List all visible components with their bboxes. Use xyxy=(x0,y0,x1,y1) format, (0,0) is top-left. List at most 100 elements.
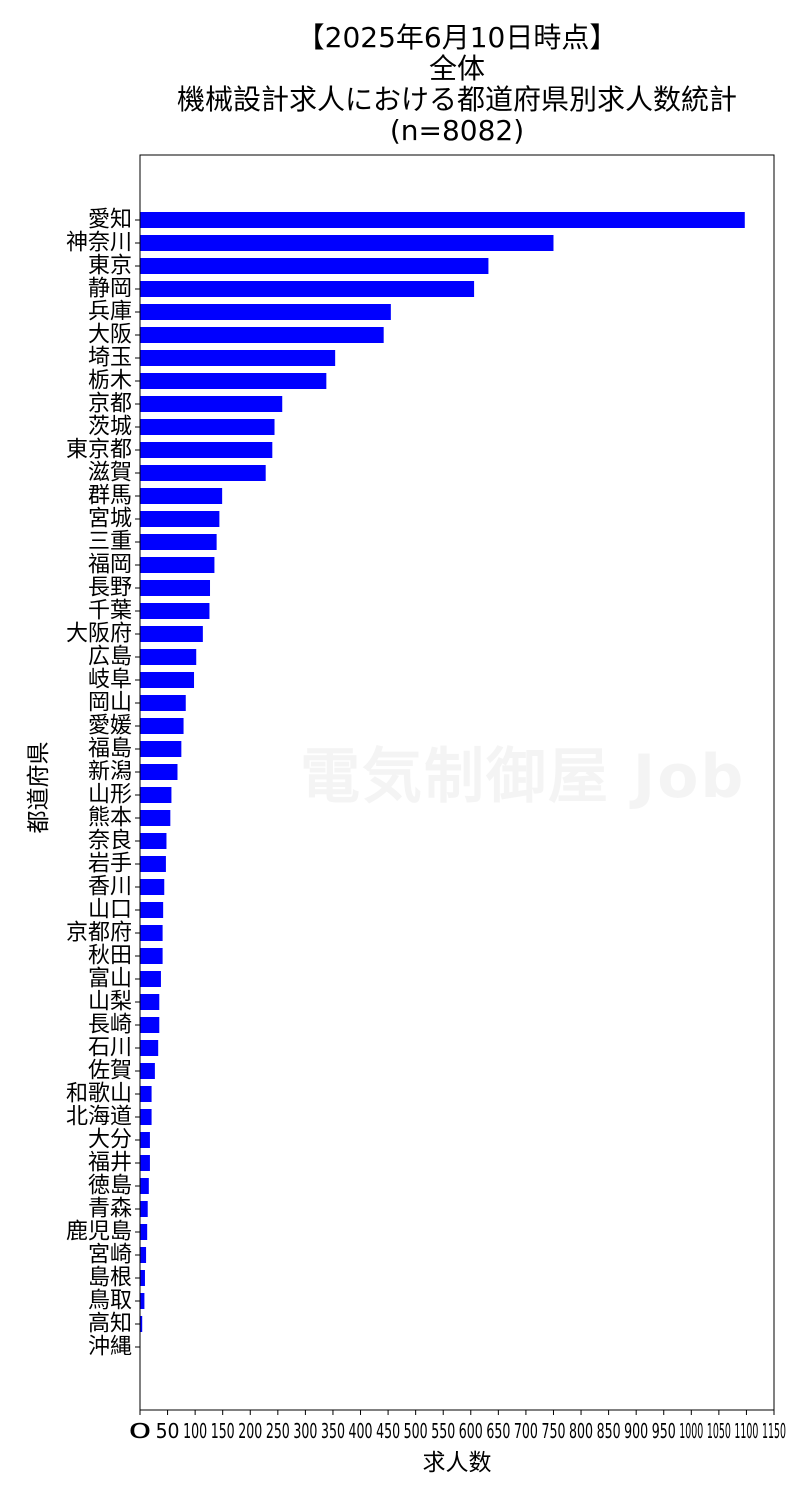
x-tick-label: 50 xyxy=(156,1419,180,1443)
plot-frame xyxy=(139,154,775,1411)
y-tick-label: 埼玉 xyxy=(88,346,132,371)
y-tick-label: 福岡 xyxy=(88,553,132,578)
bar-神奈川 xyxy=(140,235,554,251)
title-line-3: 機械設計求人における都道府県別求人数統計 xyxy=(176,83,737,116)
x-tick-label: 400 xyxy=(349,1419,373,1443)
bar-岐阜 xyxy=(140,672,195,688)
bar-大阪府 xyxy=(140,626,203,642)
x-tick-label: 1150 xyxy=(762,1419,786,1443)
y-tick-label: 鹿児島 xyxy=(66,1220,132,1245)
bar-滋賀 xyxy=(140,465,266,481)
x-tick-label: 850 xyxy=(597,1419,621,1443)
y-tick-label: 山口 xyxy=(88,898,132,923)
y-tick-label: 栃木 xyxy=(88,369,132,394)
bar-愛知 xyxy=(140,212,745,228)
bar-大阪 xyxy=(140,327,384,343)
bar-埼玉 xyxy=(140,350,336,366)
y-tick-label: 長野 xyxy=(88,576,132,601)
bar-東京 xyxy=(140,258,489,274)
bar-香川 xyxy=(140,879,165,895)
bar-石川 xyxy=(140,1040,159,1056)
x-tick-label: 550 xyxy=(431,1419,455,1443)
y-tick-label: 岡山 xyxy=(88,691,132,716)
y-tick-label: 福島 xyxy=(88,737,132,762)
y-tick-label: 広島 xyxy=(88,645,132,670)
y-tick-label: 高知 xyxy=(88,1312,132,1337)
y-tick-label: 秋田 xyxy=(88,944,132,969)
y-ticks-group: 愛知神奈川東京静岡兵庫大阪埼玉栃木京都茨城東京都滋賀群馬宮城三重福岡長野千葉大阪… xyxy=(66,208,140,1360)
x-tick-label: 700 xyxy=(514,1419,538,1443)
bar-秋田 xyxy=(140,948,163,964)
bar-愛媛 xyxy=(140,718,184,734)
bar-青森 xyxy=(140,1201,148,1217)
y-tick-label: 群馬 xyxy=(88,484,132,509)
bar-熊本 xyxy=(140,810,171,826)
bar-鹿児島 xyxy=(140,1224,148,1240)
x-tick-label: 900 xyxy=(624,1419,648,1443)
y-axis-label: 都道府県 xyxy=(26,742,52,834)
y-tick-label: 大阪府 xyxy=(66,622,132,647)
y-tick-label: 新潟 xyxy=(88,760,132,785)
y-tick-label: 福井 xyxy=(88,1151,132,1176)
bars-group xyxy=(140,212,745,1332)
bar-東京都 xyxy=(140,442,273,458)
bar-鳥取 xyxy=(140,1293,145,1309)
y-tick-label: 宮城 xyxy=(88,507,132,532)
bar-福井 xyxy=(140,1155,150,1171)
bar-長崎 xyxy=(140,1017,160,1033)
chart-title: 【2025年6月10日時点】 全体 機械設計求人における都道府県別求人数統計 (… xyxy=(140,22,774,146)
y-tick-label: 北海道 xyxy=(66,1105,132,1130)
bar-北海道 xyxy=(140,1109,152,1125)
x-ticks-group: 0 50 100 150 200 250 300 350 400 450 500 550 600 650 7… xyxy=(128,1410,786,1443)
bar-京都府 xyxy=(140,925,163,941)
y-tick-label: 東京 xyxy=(88,254,132,279)
x-tick-label: 600 xyxy=(459,1419,483,1443)
x-tick-label: 1100 xyxy=(734,1419,758,1443)
bar-静岡 xyxy=(140,281,475,297)
bar-富山 xyxy=(140,971,161,987)
y-tick-label: 沖縄 xyxy=(88,1335,132,1360)
x-tick-label: 250 xyxy=(266,1419,290,1443)
y-tick-label: 島根 xyxy=(88,1266,132,1291)
y-tick-label: 佐賀 xyxy=(88,1059,132,1084)
bar-広島 xyxy=(140,649,197,665)
y-tick-label: 宮崎 xyxy=(88,1243,132,1268)
bar-群馬 xyxy=(140,488,223,504)
bar-山口 xyxy=(140,902,164,918)
x-tick-label: 500 xyxy=(404,1419,428,1443)
bar-佐賀 xyxy=(140,1063,155,1079)
x-tick-label: 450 xyxy=(376,1419,400,1443)
bar-福島 xyxy=(140,741,182,757)
bar-島根 xyxy=(140,1270,145,1286)
y-tick-label: 岐阜 xyxy=(88,668,132,693)
bar-宮城 xyxy=(140,511,220,527)
x-axis-label: 求人数 xyxy=(423,1450,492,1476)
bar-福岡 xyxy=(140,557,215,573)
title-line-4: (n=8082) xyxy=(389,114,525,147)
x-tick-label: 950 xyxy=(652,1419,676,1443)
y-tick-label: 石川 xyxy=(88,1036,132,1061)
x-tick-label: 650 xyxy=(486,1419,510,1443)
y-tick-label: 京都府 xyxy=(66,921,132,946)
bar-京都 xyxy=(140,396,283,412)
y-tick-label: 滋賀 xyxy=(88,461,132,486)
bar-茨城 xyxy=(140,419,275,435)
y-tick-label: 京都 xyxy=(88,392,132,417)
bar-岡山 xyxy=(140,695,186,711)
bar-三重 xyxy=(140,534,217,550)
x-tick-label: 750 xyxy=(541,1419,565,1443)
y-tick-label: 大分 xyxy=(88,1128,132,1153)
y-tick-label: 青森 xyxy=(88,1197,132,1222)
x-tick-label: 350 xyxy=(321,1419,345,1443)
bar-山形 xyxy=(140,787,172,803)
y-tick-label: 鳥取 xyxy=(88,1289,132,1314)
x-tick-label: 100 xyxy=(183,1419,207,1443)
bar-徳島 xyxy=(140,1178,149,1194)
y-tick-label: 富山 xyxy=(88,967,132,992)
title-line-2: 全体 xyxy=(428,52,485,85)
x-tick-label: 800 xyxy=(569,1419,593,1443)
y-tick-label: 熊本 xyxy=(88,806,132,831)
x-tick-label: 0 xyxy=(128,1419,152,1443)
watermark-logo: 電気制御屋 Job xyxy=(300,728,745,815)
bar-千葉 xyxy=(140,603,210,619)
